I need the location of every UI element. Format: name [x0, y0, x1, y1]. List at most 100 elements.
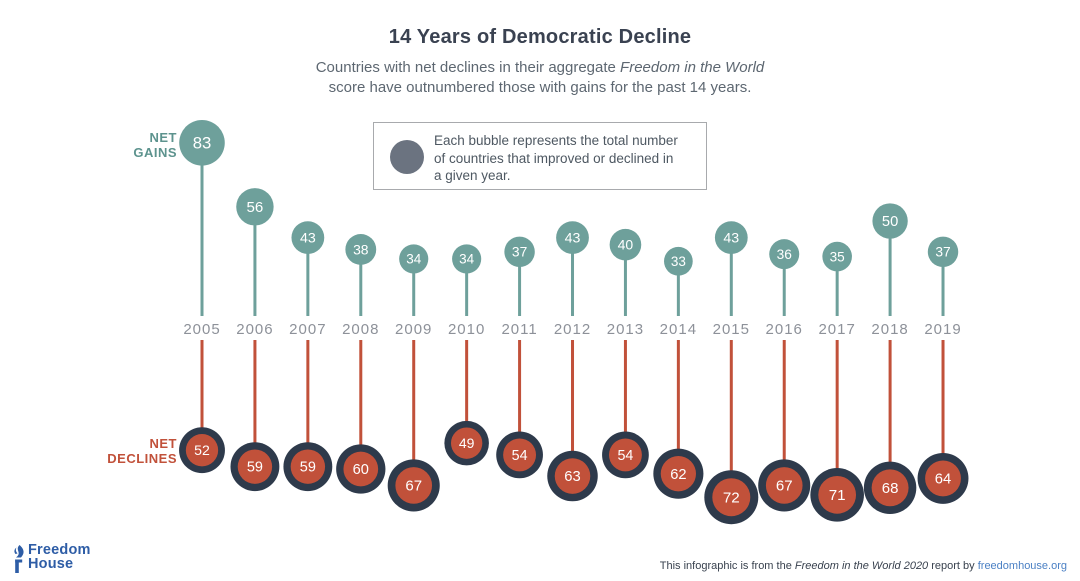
gain-bubble [556, 221, 589, 254]
year-label: 2010 [448, 321, 485, 338]
year-label: 2009 [395, 321, 432, 338]
decline-bubble-value: 62 [670, 467, 686, 483]
legend-line: of countries that improved or declined i… [434, 150, 674, 166]
subtitle-italic-title: Freedom in the World [620, 59, 765, 76]
decline-bubble-value: 59 [300, 460, 316, 476]
year-label: 2011 [501, 321, 537, 338]
credit-text: This infographic is from the [659, 560, 795, 572]
legend-line: a given year. [434, 168, 511, 183]
decline-bubble-value: 54 [512, 448, 528, 464]
year-label: 2018 [871, 321, 908, 338]
decline-bubble-value: 67 [405, 478, 422, 495]
year-label: 2019 [924, 321, 961, 338]
decline-bubble [608, 438, 642, 472]
decline-bubble [712, 478, 751, 517]
gain-bubble [609, 228, 642, 261]
gain-bubble-value: 37 [935, 245, 950, 260]
bubble-icon [390, 140, 424, 174]
decline-bubble [554, 458, 591, 494]
gain-bubble-value: 38 [353, 241, 369, 257]
year-label: 2016 [766, 321, 803, 338]
net-gains-label: NET GAINS [100, 130, 177, 160]
year-label: 2015 [713, 321, 750, 338]
gain-bubble [452, 244, 482, 274]
decline-bubble-value: 71 [829, 487, 846, 504]
gain-bubble [179, 120, 225, 166]
gain-bubble [345, 234, 377, 265]
decline-bubble-value: 72 [723, 490, 740, 507]
decline-bubble [503, 438, 537, 472]
year-label: 2014 [660, 321, 697, 338]
year-label: 2006 [236, 321, 273, 338]
gain-bubble-value: 40 [618, 237, 634, 253]
year-label: 2007 [289, 321, 326, 338]
gain-bubble [291, 221, 325, 254]
gain-bubble-value: 83 [193, 134, 212, 153]
decline-bubble [925, 460, 961, 497]
gain-bubble-value: 33 [671, 254, 686, 269]
decline-bubble-value: 63 [564, 469, 580, 485]
decline-bubble-value: 54 [617, 448, 633, 464]
decline-bubble [660, 456, 697, 492]
freedom-house-logo: Freedom House [12, 543, 91, 574]
decline-bubble [343, 451, 379, 487]
net-declines-label-line: NET [149, 436, 177, 451]
gain-bubble [927, 236, 959, 268]
net-gains-label-line: GAINS [133, 145, 177, 160]
decline-bubble [450, 427, 483, 459]
gain-bubble [769, 239, 800, 270]
gain-bubble-value: 34 [406, 252, 422, 267]
gain-bubble [236, 188, 274, 226]
decline-bubble-value: 52 [194, 442, 210, 458]
gain-bubble [822, 241, 852, 272]
year-label: 2005 [183, 321, 220, 338]
gain-bubble-value: 35 [830, 249, 845, 264]
logo-word: Freedom [28, 542, 91, 558]
page-subtitle: Countries with net declines in their agg… [0, 58, 1080, 98]
freedomhouse-link[interactable]: freedomhouse.org [977, 560, 1067, 572]
decline-bubble [290, 449, 326, 484]
logo-word: House [28, 556, 74, 572]
decline-bubble [395, 467, 433, 504]
net-declines-label-line: DECLINES [107, 451, 177, 466]
year-label: 2012 [554, 321, 591, 338]
subtitle-text-line2: score have outnumbered those with gains … [328, 79, 752, 96]
gain-bubble [399, 244, 429, 274]
legend-text: Each bubble represents the total number … [434, 132, 678, 185]
decline-bubble [818, 475, 857, 514]
net-gains-label-line: NET [149, 130, 177, 145]
decline-bubble-value: 68 [882, 480, 899, 497]
gain-bubble-value: 50 [882, 214, 898, 230]
page-title: 14 Years of Democratic Decline [388, 26, 692, 48]
gain-bubble [664, 246, 693, 276]
footer-credit: This infographic is from the Freedom in … [660, 560, 1067, 572]
net-declines-label: NET DECLINES [82, 436, 177, 466]
legend-line: Each bubble represents the total number [434, 133, 678, 148]
credit-text: report by [928, 560, 978, 572]
decline-bubble-value: 60 [353, 462, 369, 478]
gain-bubble-value: 37 [512, 245, 527, 260]
year-label: 2013 [607, 321, 644, 338]
gain-bubble-value: 43 [723, 231, 739, 247]
torch-icon [14, 545, 24, 573]
decline-bubble [765, 467, 803, 504]
year-label: 2008 [342, 321, 379, 338]
gain-bubble [504, 236, 535, 268]
decline-bubble [185, 434, 219, 467]
gain-bubble [714, 221, 748, 254]
gain-bubble-value: 34 [459, 252, 475, 267]
gain-bubble-value: 56 [247, 199, 264, 216]
subtitle-text: Countries with net declines in their agg… [315, 59, 621, 76]
gain-bubble-value: 43 [565, 231, 581, 247]
decline-bubble [237, 449, 273, 484]
decline-bubble-value: 49 [459, 435, 475, 451]
decline-bubble-value: 67 [776, 478, 793, 495]
decline-bubble-value: 64 [935, 472, 951, 488]
gain-bubble-value: 43 [300, 231, 316, 247]
logo-wordmark: Freedom House [28, 542, 91, 572]
decline-bubble [871, 469, 909, 507]
gain-bubble-value: 36 [777, 247, 793, 262]
legend-box: Each bubble represents the total number … [373, 122, 707, 190]
